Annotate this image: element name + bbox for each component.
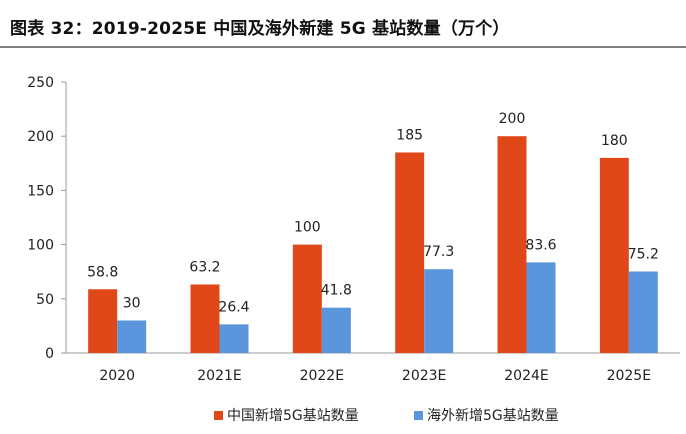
legend-swatch <box>414 411 423 420</box>
category-labels: 2020 2021E 2022E 2023E 2024E 2025E <box>99 368 651 384</box>
x-category-label: 2025E <box>607 368 651 384</box>
x-category-label: 2023E <box>402 368 446 384</box>
y-tick-label: 200 <box>27 129 54 145</box>
bar-china <box>599 157 629 353</box>
data-label: 185 <box>396 127 423 143</box>
legend-label: 中国新增5G基站数量 <box>227 407 359 424</box>
title-underline <box>0 46 686 48</box>
data-label: 77.3 <box>423 244 454 260</box>
data-label: 200 <box>499 111 526 127</box>
data-label: 30 <box>123 295 141 311</box>
y-tick-label: 250 <box>27 75 54 91</box>
bar-overseas <box>628 271 658 353</box>
x-category-label: 2022E <box>300 368 344 384</box>
x-category-label: 2024E <box>504 368 548 384</box>
bar-china <box>190 284 220 353</box>
data-labels: 58.8 30 63.2 26.4 100 41.8 185 77.3 200 83.6 180 75… <box>87 111 659 315</box>
bar-overseas <box>117 320 147 353</box>
bars <box>88 136 658 353</box>
y-ticks: 0 50 100 150 200 250 <box>27 75 66 362</box>
data-label: 41.8 <box>321 283 352 299</box>
x-category-label: 2021E <box>197 368 241 384</box>
data-label: 75.2 <box>628 246 659 262</box>
data-label: 58.8 <box>87 264 118 280</box>
x-category-label: 2020 <box>99 368 135 384</box>
y-tick-label: 100 <box>27 238 54 254</box>
bar-overseas <box>526 262 556 353</box>
bar-overseas <box>424 269 454 353</box>
bar-overseas <box>321 307 351 353</box>
chart-title: 图表 32：2019-2025E 中国及海外新建 5G 基站数量（万个） <box>10 19 510 39</box>
legend-label: 海外新增5G基站数量 <box>427 407 559 424</box>
y-tick-label: 150 <box>27 183 54 199</box>
legend-swatch <box>214 411 223 420</box>
data-label: 26.4 <box>218 299 249 315</box>
y-tick-label: 0 <box>45 346 54 362</box>
data-label: 63.2 <box>189 259 220 275</box>
bar-china <box>395 152 425 353</box>
legend: 中国新增5G基站数量 海外新增5G基站数量 <box>214 407 559 424</box>
bar-overseas <box>219 324 249 353</box>
data-label: 100 <box>294 220 321 236</box>
bar-china <box>497 136 527 353</box>
bar-china <box>88 289 118 353</box>
bar-china <box>292 244 322 353</box>
data-label: 83.6 <box>525 237 556 253</box>
y-tick-label: 50 <box>36 292 54 308</box>
data-label: 180 <box>601 133 628 149</box>
